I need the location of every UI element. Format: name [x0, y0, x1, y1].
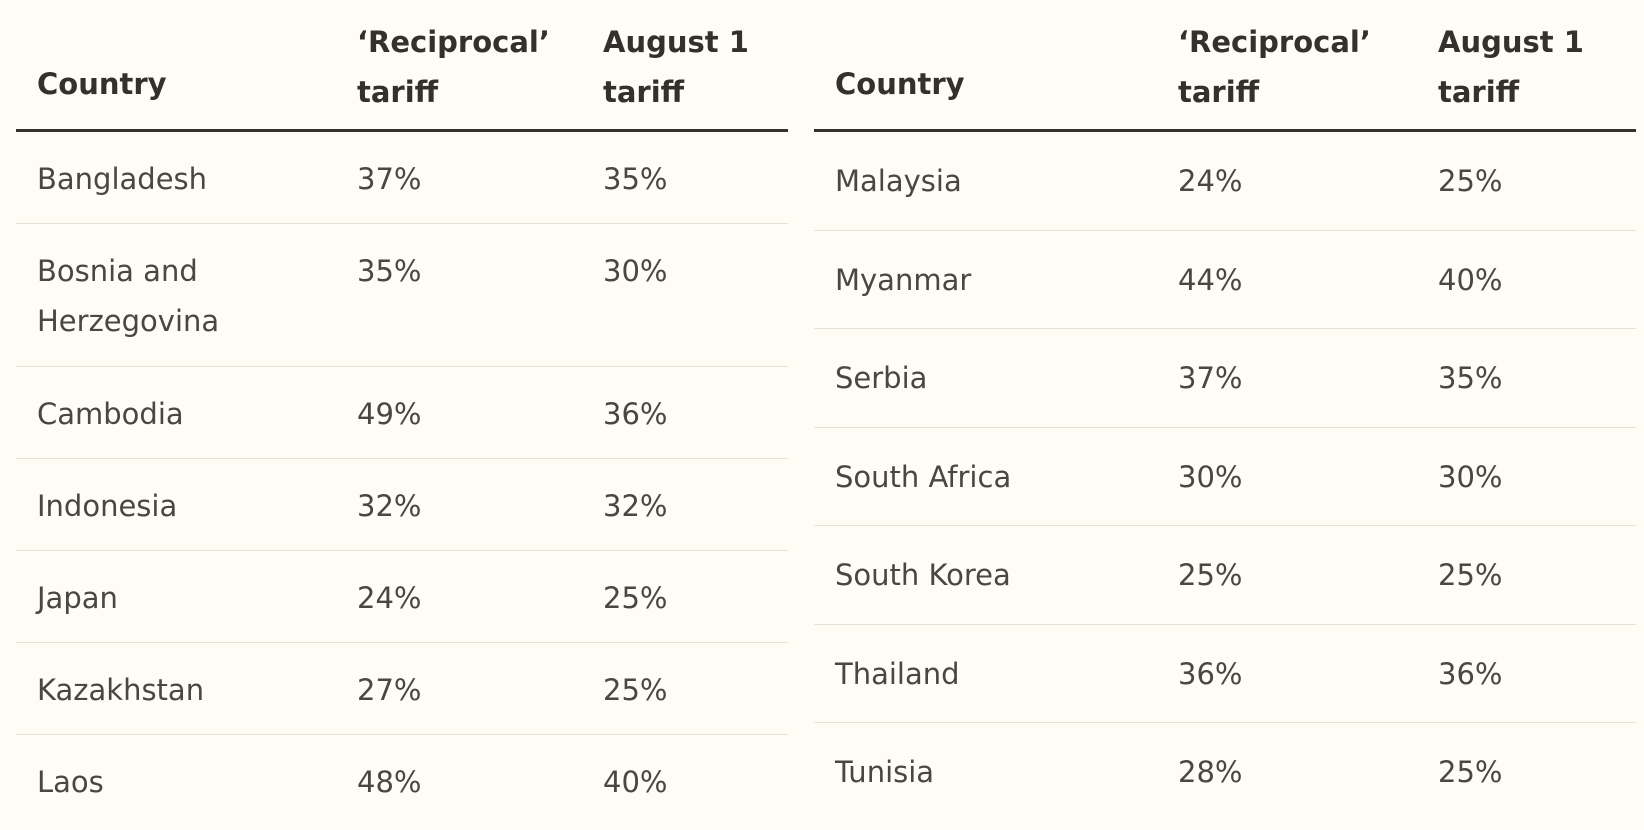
table-row: Indonesia 32% 32% — [16, 459, 788, 551]
table-row: Malaysia 24% 25% — [814, 132, 1636, 231]
table-row: South Korea 25% 25% — [814, 526, 1636, 625]
cell-august-1-tariff: 32% — [603, 489, 668, 523]
cell-august-1-tariff: 25% — [1438, 755, 1503, 789]
cell-reciprocal-tariff: 24% — [1178, 164, 1243, 198]
cell-august-1-tariff: 36% — [1438, 656, 1503, 691]
cell-country: Cambodia — [37, 397, 184, 431]
column-header-august-1-tariff: August 1 tariff — [1438, 25, 1584, 109]
table-row: Bangladesh 37% 35% — [16, 132, 788, 224]
cell-country: Japan — [37, 581, 118, 615]
table-row: South Africa 30% 30% — [814, 428, 1636, 526]
column-header-august-1-tariff: August 1 tariff — [603, 25, 749, 109]
cell-august-1-tariff: 35% — [1438, 361, 1503, 395]
cell-country: Bangladesh — [37, 162, 208, 196]
tariff-table-left: Country ‘Reciprocal’ tariff August 1 tar… — [16, 0, 788, 827]
cell-reciprocal-tariff: 37% — [357, 162, 422, 196]
cell-country: Malaysia — [835, 164, 962, 198]
cell-reciprocal-tariff: 44% — [1178, 262, 1243, 297]
cell-reciprocal-tariff: 25% — [1178, 558, 1243, 592]
column-header-country: Country — [37, 67, 167, 101]
cell-reciprocal-tariff: 35% — [357, 254, 422, 288]
column-header-country: Country — [835, 67, 965, 101]
table-header: Country ‘Reciprocal’ tariff August 1 tar… — [814, 0, 1636, 132]
cell-reciprocal-tariff: 27% — [357, 673, 422, 707]
cell-august-1-tariff: 25% — [603, 581, 668, 615]
table-row: Japan 24% 25% — [16, 551, 788, 643]
tariff-table-right: Country ‘Reciprocal’ tariff August 1 tar… — [814, 0, 1636, 822]
cell-august-1-tariff: 30% — [1438, 459, 1503, 494]
table-row: Thailand 36% 36% — [814, 625, 1636, 723]
table-body: Bangladesh 37% 35% Bosnia and Herzegovina 35… — [16, 132, 788, 827]
cell-country: Tunisia — [835, 755, 935, 789]
cell-country: Bosnia and Herzegovina — [37, 254, 220, 338]
cell-country: Thailand — [835, 656, 960, 691]
cell-august-1-tariff: 40% — [1438, 262, 1503, 297]
cell-reciprocal-tariff: 48% — [357, 765, 422, 799]
cell-country: Laos — [37, 765, 104, 799]
cell-august-1-tariff: 36% — [603, 397, 668, 431]
cell-country: South Korea — [835, 558, 1011, 592]
cell-august-1-tariff: 30% — [603, 254, 668, 288]
cell-country: South Africa — [835, 459, 1012, 494]
cell-august-1-tariff: 25% — [1438, 164, 1503, 198]
table-row: Laos 48% 40% — [16, 735, 788, 827]
cell-reciprocal-tariff: 30% — [1178, 459, 1243, 494]
cell-august-1-tariff: 25% — [603, 673, 668, 707]
table-header: Country ‘Reciprocal’ tariff August 1 tar… — [16, 0, 788, 132]
cell-country: Indonesia — [37, 489, 178, 523]
cell-august-1-tariff: 25% — [1438, 558, 1503, 592]
table-row: Bosnia and Herzegovina 35% 30% — [16, 224, 788, 367]
table-body: Malaysia 24% 25% Myanmar 44% 40% Serbia 37% 35% S… — [814, 132, 1636, 822]
cell-reciprocal-tariff: 37% — [1178, 361, 1243, 395]
table-row: Serbia 37% 35% — [814, 329, 1636, 428]
table-row: Myanmar 44% 40% — [814, 231, 1636, 329]
table-row: Cambodia 49% 36% — [16, 367, 788, 459]
cell-reciprocal-tariff: 28% — [1178, 755, 1243, 789]
cell-country: Kazakhstan — [37, 673, 205, 707]
table-row: Tunisia 28% 25% — [814, 723, 1636, 822]
table-row: Kazakhstan 27% 25% — [16, 643, 788, 735]
cell-august-1-tariff: 40% — [603, 765, 668, 799]
cell-reciprocal-tariff: 24% — [357, 581, 422, 615]
cell-country: Myanmar — [835, 262, 972, 297]
column-header-reciprocal-tariff: ‘Reciprocal’ tariff — [357, 25, 550, 109]
column-header-reciprocal-tariff: ‘Reciprocal’ tariff — [1178, 25, 1371, 109]
cell-reciprocal-tariff: 49% — [357, 397, 422, 431]
cell-august-1-tariff: 35% — [603, 162, 668, 196]
cell-country: Serbia — [835, 361, 928, 395]
cell-reciprocal-tariff: 36% — [1178, 656, 1243, 691]
cell-reciprocal-tariff: 32% — [357, 489, 422, 523]
